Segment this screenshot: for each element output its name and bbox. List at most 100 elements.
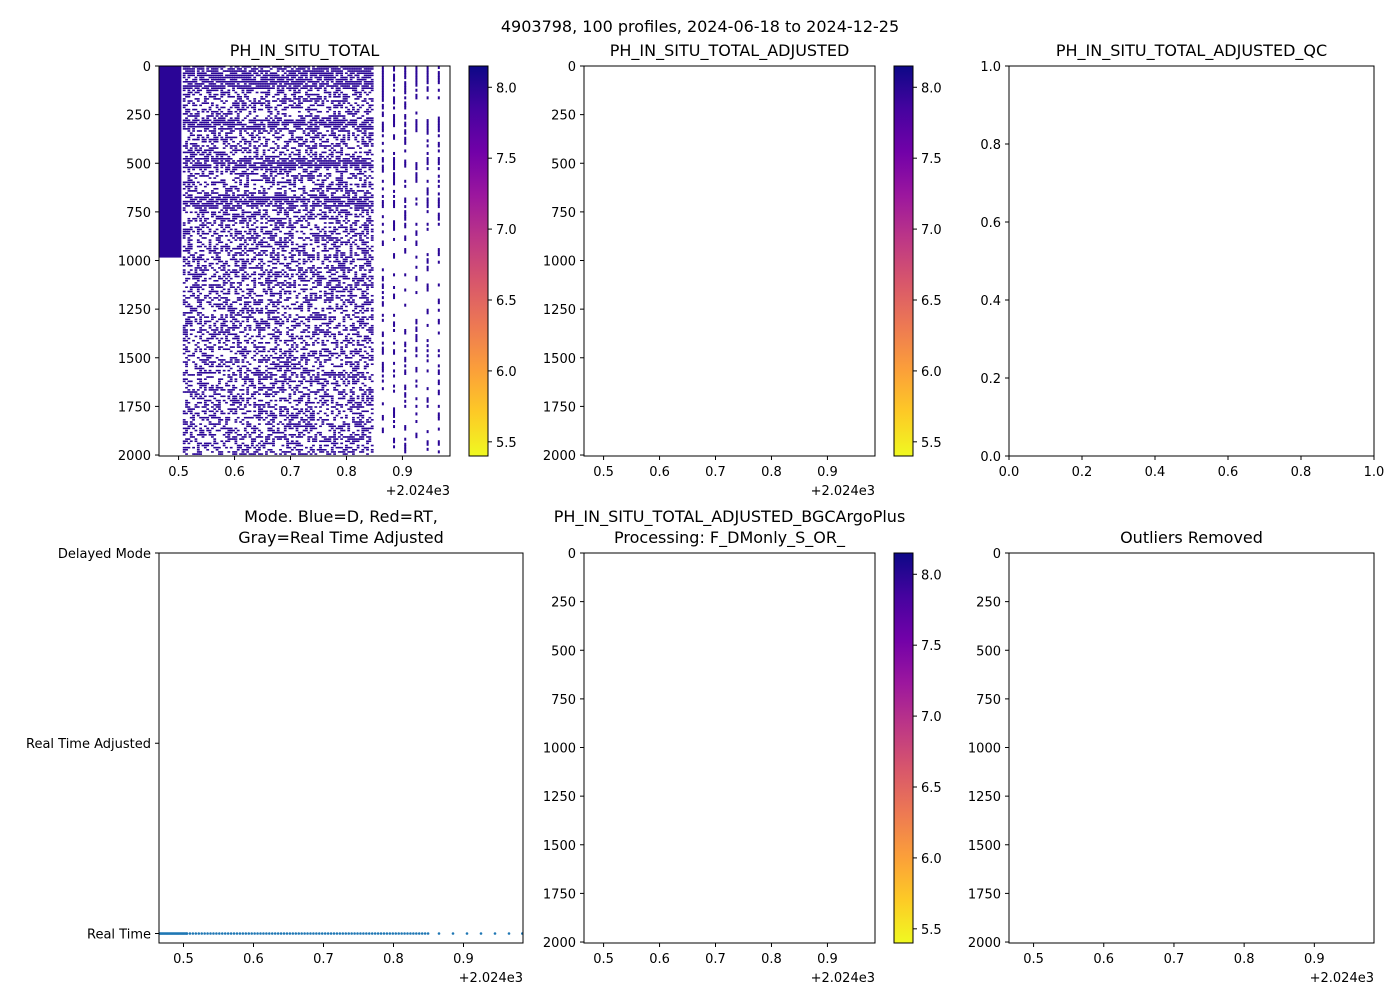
heatmap-cell [290,147,294,149]
heatmap-cell [290,190,294,192]
heatmap-cell [192,66,195,68]
heatmap-cell [206,183,210,186]
heatmap-cell [199,72,203,75]
heatmap-cell [260,322,264,325]
heatmap-cell [234,271,238,274]
heatmap-cell [290,224,294,226]
heatmap-cell [260,269,264,271]
heatmap-cell [288,170,292,173]
heatmap-cell [229,138,233,141]
heatmap-cell [255,247,259,250]
heatmap-cell [314,239,318,241]
heatmap-cell [283,102,287,104]
heatmap-cell [279,166,282,169]
heatmap-cell [286,438,289,440]
heatmap-cell [222,374,226,376]
heatmap-cell [302,68,306,70]
heatmap-cell [220,76,224,79]
heatmap-cell [192,68,195,70]
heatmap-cell [300,123,304,126]
heatmap-cell [316,196,320,199]
heatmap-cell [248,316,252,318]
heatmap-cell [269,74,273,77]
heatmap-cell [302,80,306,83]
heatmap-cell [309,350,313,353]
heatmap-cell [227,113,231,115]
heatmap-cell [182,371,186,374]
heatmap-cell [312,258,315,261]
heatmap-cell [203,164,207,167]
heatmap-cell [309,254,313,256]
heatmap-cell [283,279,287,282]
heatmap-cell [269,290,273,293]
heatmap-cell [302,175,306,177]
heatmap-cell [196,172,200,175]
heatmap-cell [281,108,285,111]
heatmap-cell [300,307,304,310]
heatmap-cell [257,371,261,374]
heatmap-cell [248,404,252,406]
heatmap-cell [283,239,287,241]
heatmap-cell [196,205,200,207]
heatmap-cell [236,87,240,89]
heatmap-cell [241,258,245,261]
heatmap-cell [257,404,261,406]
heatmap-cell [239,342,242,344]
heatmap-cell [288,239,292,241]
heatmap-cell [293,380,297,383]
heatmap-cell [290,344,294,346]
heatmap-cell [232,205,235,207]
heatmap-cell [272,294,275,297]
heatmap-cell [255,237,259,239]
heatmap-cell [316,237,320,239]
heatmap-cell [227,247,231,250]
heatmap-cell [253,384,257,387]
heatmap-cell [279,220,282,222]
heatmap-cell [218,252,221,254]
heatmap-cell [218,134,221,137]
heatmap-cell [257,162,261,164]
heatmap-cell [314,440,318,443]
heatmap-cell [229,427,233,430]
heatmap-cell [269,181,273,184]
heatmap-cell [239,444,242,447]
heatmap-cell [267,93,271,96]
heatmap-cell [196,202,200,205]
heatmap-cell [307,318,311,321]
heatmap-cell [283,217,287,220]
heatmap-cell [269,130,273,132]
heatmap-cell [246,185,250,188]
heatmap-cell [286,241,289,244]
heatmap-cell [236,247,240,250]
heatmap-cell [295,294,299,297]
heatmap-cell [194,202,198,205]
heatmap-cell [210,262,214,265]
heatmap-cell [196,401,200,404]
heatmap-cell [206,205,210,207]
heatmap-cell [194,66,198,68]
heatmap-cell [314,436,318,438]
heatmap-cell [279,245,282,248]
heatmap-cell [220,230,224,233]
heatmap-cell [241,279,245,282]
heatmap-cell [248,149,252,152]
heatmap-cell [265,269,268,271]
heatmap-cell [206,354,210,357]
heatmap-cell [265,416,268,419]
heatmap-cell [203,294,207,297]
heatmap-cell [290,414,294,417]
heatmap-cell [309,70,313,72]
heatmap-cell [243,166,247,169]
heatmap-cell [201,284,205,286]
heatmap-cell [250,80,254,83]
heatmap-cell [272,384,275,387]
heatmap-cell [215,93,219,96]
heatmap-cell [257,301,261,303]
heatmap-cell [260,318,264,321]
heatmap-cell [239,309,242,312]
heatmap-cell [232,429,235,432]
heatmap-cell [309,408,313,410]
heatmap-cell [218,194,221,196]
heatmap-cell [316,256,320,259]
heatmap-cell [307,395,311,398]
